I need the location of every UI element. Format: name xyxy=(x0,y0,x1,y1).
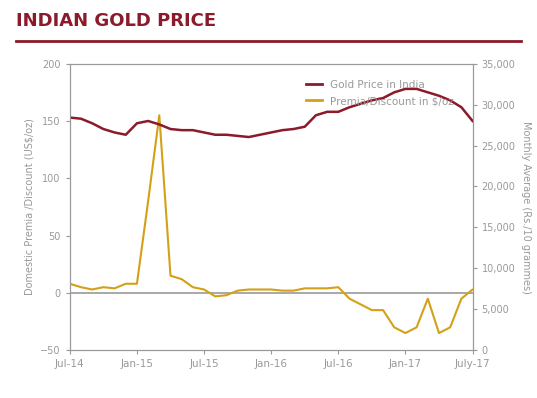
Y-axis label: Monthly Average (Rs./10 grammes): Monthly Average (Rs./10 grammes) xyxy=(521,121,531,293)
Text: INDIAN GOLD PRICE: INDIAN GOLD PRICE xyxy=(16,12,216,30)
Legend: Gold Price in India, Premia/Discount in $/oz: Gold Price in India, Premia/Discount in … xyxy=(301,74,459,111)
Y-axis label: Domestic Premia /Discount (US$/oz): Domestic Premia /Discount (US$/oz) xyxy=(25,119,35,295)
